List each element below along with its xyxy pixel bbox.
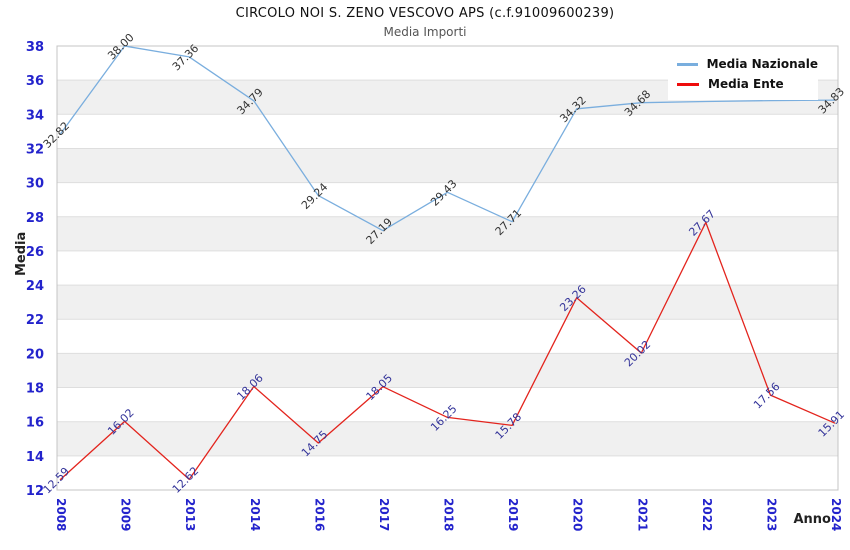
x-axis-title: Anno xyxy=(793,512,831,527)
chart-subtitle: Media Importi xyxy=(383,25,467,39)
y-tick-label: 22 xyxy=(26,313,44,328)
x-tick-label: 2013 xyxy=(183,498,197,531)
series-line-media-nazionale xyxy=(59,45,836,232)
line-swatch-icon xyxy=(677,62,698,66)
plot-band xyxy=(57,285,838,320)
x-tick-label: 2022 xyxy=(700,498,714,531)
y-tick-label: 24 xyxy=(26,279,44,294)
legend: Media Nazionale Media Ente xyxy=(668,52,818,100)
x-tick-label: 2009 xyxy=(119,498,133,531)
plot-band xyxy=(57,353,838,388)
y-tick-label: 14 xyxy=(26,450,44,465)
chart-title: CIRCOLO NOI S. ZENO VESCOVO APS (c.f.910… xyxy=(235,6,615,21)
value-label: 29.24 xyxy=(299,181,330,212)
value-label: 37.36 xyxy=(170,42,201,73)
y-tick-label: 12 xyxy=(26,484,44,499)
plot-band xyxy=(57,421,838,456)
x-tick-label: 2016 xyxy=(312,498,326,531)
x-tick-label: 2024 xyxy=(829,498,843,531)
y-tick-label: 26 xyxy=(26,245,44,260)
legend-item-media-nazionale: Media Nazionale xyxy=(668,54,818,74)
y-tick-label: 18 xyxy=(26,382,44,397)
x-tick-label: 2018 xyxy=(442,498,456,531)
y-axis-title: Media xyxy=(14,231,29,276)
y-tick-label: 16 xyxy=(26,416,44,431)
x-tick-label: 2017 xyxy=(377,498,391,531)
value-label: 32.82 xyxy=(41,119,72,150)
y-tick-label: 38 xyxy=(26,40,44,55)
value-label: 12.62 xyxy=(170,464,201,495)
y-tick-label: 36 xyxy=(26,74,44,89)
line-swatch-icon xyxy=(677,82,699,86)
x-tick-label: 2021 xyxy=(635,498,649,531)
series-line-media-ente xyxy=(59,221,836,481)
plot-band xyxy=(57,148,838,183)
legend-label: Media Nazionale xyxy=(706,57,818,71)
y-tick-label: 32 xyxy=(26,142,44,157)
x-tick-label: 2008 xyxy=(54,498,68,531)
x-tick-label: 2020 xyxy=(571,498,585,531)
legend-label: Media Ente xyxy=(708,77,784,91)
value-label: 12.59 xyxy=(41,465,72,496)
x-tick-label: 2019 xyxy=(506,498,520,531)
plot-band xyxy=(57,216,838,251)
legend-item-media-ente: Media Ente xyxy=(668,74,818,94)
y-tick-label: 34 xyxy=(26,108,44,123)
y-tick-label: 20 xyxy=(26,347,44,362)
plot-border xyxy=(56,45,839,491)
y-tick-label: 28 xyxy=(26,211,44,226)
x-tick-label: 2014 xyxy=(248,498,262,531)
y-tick-label: 30 xyxy=(26,177,44,192)
x-tick-label: 2023 xyxy=(764,498,778,531)
